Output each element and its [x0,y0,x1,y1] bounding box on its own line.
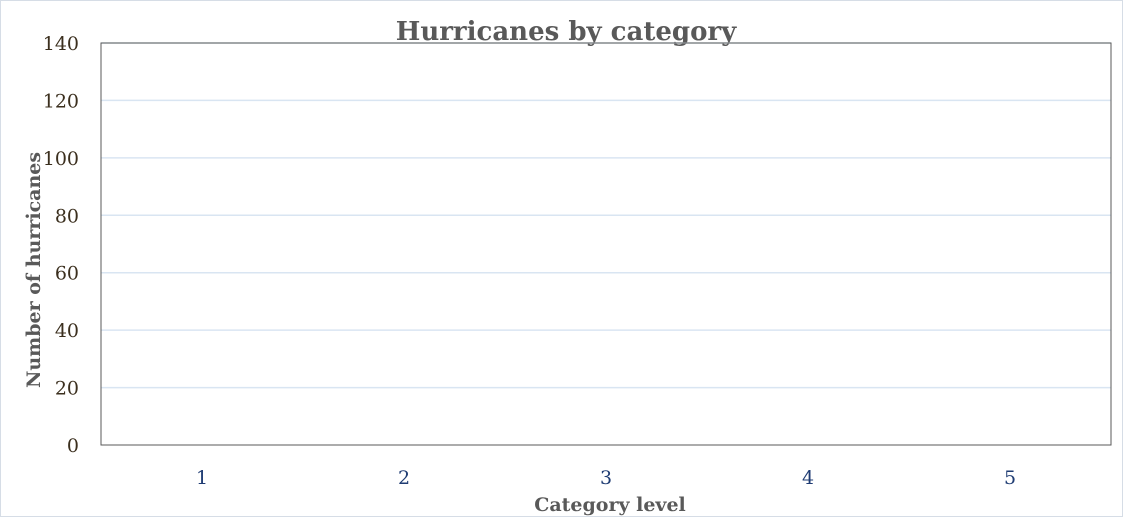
plot-area-border [100,42,1112,446]
y-tick-label: 0 [67,435,79,457]
x-tick-label: 3 [600,467,612,489]
y-tick-label: 60 [55,263,79,285]
y-tick-label: 40 [55,320,79,342]
y-axis-label: Number of hurricanes [23,152,45,388]
x-tick-label: 1 [196,467,208,489]
y-tick-label: 120 [43,90,79,112]
x-axis-ticks: 1 2 3 4 5 [196,467,1016,489]
chart-title: Hurricanes by category [396,17,737,47]
gridlines [101,42,1111,389]
y-tick-label: 20 [55,378,79,400]
y-tick-label: 80 [55,205,79,227]
x-tick-label: 2 [398,467,410,489]
y-tick-label: 100 [43,148,79,170]
y-tick-label: 140 [43,33,79,55]
x-tick-label: 4 [802,467,814,489]
x-axis-label: Category level [534,494,686,516]
y-axis-ticks: 0 20 40 60 80 100 120 140 [43,33,79,457]
x-tick-label: 5 [1004,467,1016,489]
